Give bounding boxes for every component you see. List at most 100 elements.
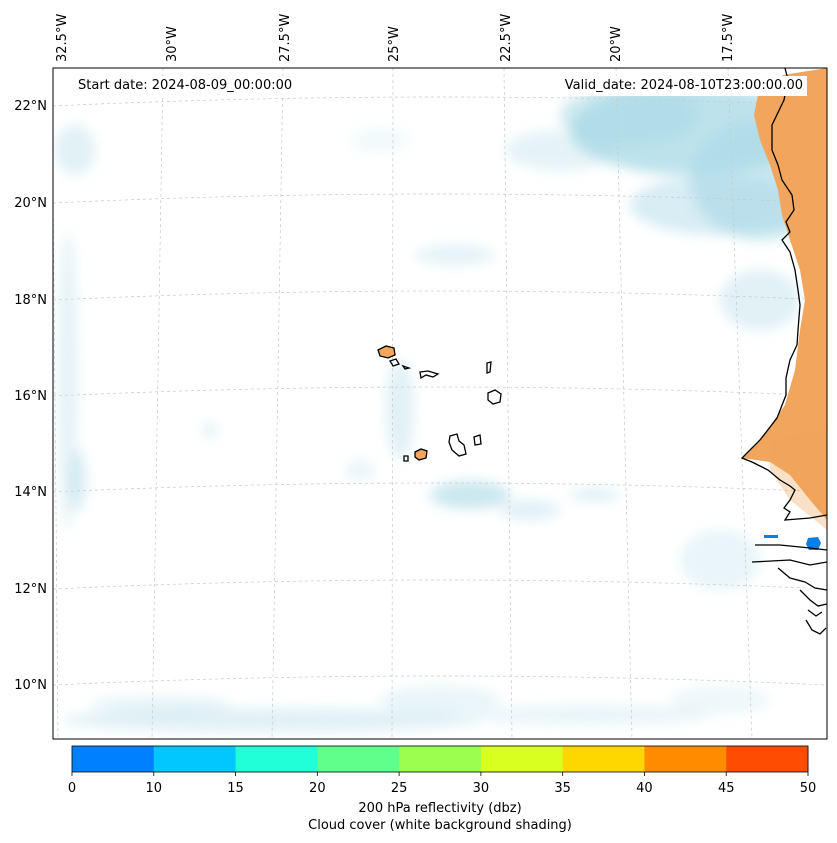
colorbar-tick-label: 20: [309, 781, 326, 796]
island-sao-nicolau: [419, 370, 440, 380]
cloud-patch: [70, 450, 86, 510]
longitude-label: 20°W: [609, 26, 624, 62]
meridian-line: [53, 140, 59, 739]
cloud-patch: [570, 489, 620, 501]
guinea-bissau-coastline: [777, 567, 827, 635]
colorbar-bins: [72, 746, 809, 772]
colorbar-bin: [726, 746, 809, 772]
colorbar-subtitle: Cloud cover (white background shading): [308, 818, 572, 833]
meridian-line: [271, 68, 284, 739]
colorbar-frame: [71, 745, 809, 773]
colorbar-tick-label: 25: [391, 781, 408, 796]
colorbar-title: 200 hPa reflectivity (dbz): [358, 801, 522, 816]
colorbar-bin: [317, 746, 400, 772]
meridian-line: [503, 68, 513, 739]
start-date-label: Start date: 2024-08-09_00:00:00: [74, 76, 297, 96]
colorbar-bin: [235, 746, 318, 772]
cloud-patch: [505, 130, 615, 170]
longitude-label: 27.5°W: [278, 14, 293, 62]
island-sal: [486, 361, 492, 374]
cloud-patch: [470, 705, 710, 725]
latitude-label: 16°N: [14, 389, 47, 404]
reflectivity-cells: [764, 535, 821, 550]
gambia-coastline: [751, 544, 827, 566]
parallel-line: [53, 579, 827, 590]
land-shading-fade: [770, 430, 827, 530]
meridian-line: [391, 68, 394, 739]
latitude-label: 14°N: [14, 485, 47, 500]
cloud-patch: [500, 500, 560, 520]
parallel-line: [53, 290, 827, 301]
longitude-label: 30°W: [165, 26, 180, 62]
parallel-line: [53, 386, 827, 397]
colorbar-tick-label: 0: [68, 781, 76, 796]
island-santo-antao: [377, 345, 396, 359]
graticule: [53, 68, 827, 739]
meridian-line: [727, 68, 753, 739]
longitude-label: 25°W: [387, 26, 402, 62]
latitude-label: 20°N: [14, 196, 47, 211]
reflectivity-cell: [806, 537, 821, 550]
colorbar-tick-label: 30: [473, 781, 490, 796]
island-shading-santo-antao: [378, 346, 395, 358]
cloud-patch: [55, 125, 95, 175]
parallel-line: [53, 193, 827, 204]
cloud-patch: [380, 686, 500, 714]
cloud-patch: [345, 460, 375, 480]
island-sao-vicente: [389, 358, 400, 367]
colorbar-bin: [644, 746, 727, 772]
coastlines: [377, 68, 827, 635]
cloud-patch: [430, 481, 510, 509]
cloud-cover-shading: [55, 85, 827, 732]
colorbar-ticks: 0 10 15 20 25 30 35 40 45 50: [68, 772, 816, 796]
colorbar-tick-label: 15: [227, 781, 244, 796]
reflectivity-cell: [764, 535, 778, 538]
cloud-patch: [680, 530, 760, 590]
colorbar-tick-label: 40: [636, 781, 653, 796]
parallel-line: [53, 482, 827, 493]
cloud-patch: [670, 686, 770, 714]
africa-coastline: [740, 68, 827, 521]
island-boa-vista: [487, 389, 502, 405]
island-santa-luzia: [401, 364, 412, 370]
island-shading-fogo: [415, 449, 427, 460]
cloud-patch: [415, 245, 495, 265]
latitude-label: 12°N: [14, 582, 47, 597]
meridian-line: [615, 68, 633, 739]
colorbar-bin: [480, 746, 564, 772]
island-fogo: [414, 448, 428, 461]
colorbar-tick-label: 50: [800, 781, 817, 796]
map-frame: [52, 67, 828, 740]
cloud-patch: [720, 270, 800, 330]
cloud-patch: [386, 360, 414, 460]
cloud-patch: [202, 422, 218, 438]
parallel-line: [53, 675, 827, 686]
africa-land-shading: [742, 68, 827, 520]
colorbar-tick-label: 45: [718, 781, 735, 796]
cloud-patch: [90, 695, 230, 715]
cloud-patch: [630, 175, 810, 235]
latitude-labels: 22°N 20°N 18°N 16°N 14°N 12°N 10°N: [14, 99, 47, 693]
meridian-line: [151, 68, 164, 739]
colorbar: 0 10 15 20 25 30 35 40 45 50: [68, 745, 816, 796]
land-shading: [378, 68, 827, 530]
colorbar-tick-label: 10: [146, 781, 163, 796]
island-maio: [473, 434, 482, 446]
colorbar-bin: [72, 746, 155, 772]
longitude-label: 17.5°W: [721, 14, 736, 62]
colorbar-tick-label: 35: [554, 781, 571, 796]
longitude-label: 22.5°W: [499, 14, 514, 62]
cloud-patch: [350, 128, 410, 152]
colorbar-bin: [153, 746, 237, 772]
island-santiago: [448, 433, 467, 457]
latitude-label: 22°N: [14, 99, 47, 114]
cloud-patch: [58, 230, 78, 530]
parallel-line: [53, 96, 827, 107]
valid-date-label: Valid_date: 2024-08-10T23:00:00.00: [560, 76, 807, 96]
longitude-labels: 32.5°W 30°W 27.5°W 25°W 22.5°W 20°W 17.5°W: [55, 14, 736, 62]
island-brava: [403, 455, 409, 462]
colorbar-bin: [399, 746, 482, 772]
colorbar-bin: [562, 746, 645, 772]
latitude-label: 10°N: [14, 678, 47, 693]
